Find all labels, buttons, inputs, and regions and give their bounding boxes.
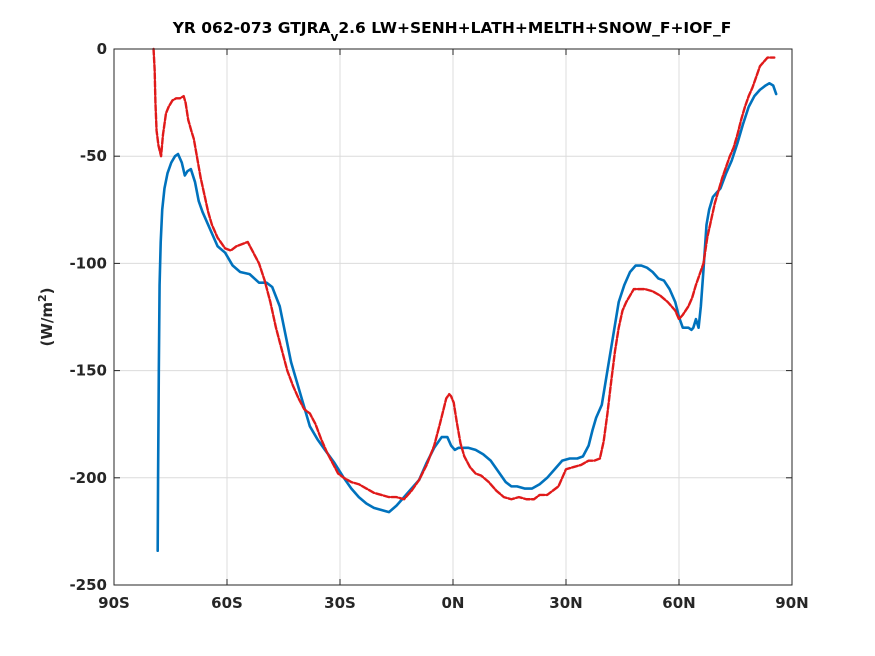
y-tick-label: -100 — [69, 254, 107, 272]
chart-title: YR 062-073 GTJRAv2.6 LW+SENH+LATH+MELTH+… — [172, 19, 732, 44]
grid-lines — [114, 49, 792, 585]
y-tick-label: -150 — [69, 362, 107, 380]
y-tick-label: -50 — [80, 147, 107, 165]
tick-marks — [113, 48, 793, 586]
x-tick-label: 30N — [549, 594, 582, 612]
y-tick-label: -250 — [69, 576, 107, 594]
x-tick-label: 30S — [324, 594, 356, 612]
y-tick-label: 0 — [97, 40, 107, 58]
x-tick-label: 90S — [98, 594, 130, 612]
x-tick-label: 60S — [211, 594, 243, 612]
x-tick-label: 0N — [442, 594, 465, 612]
series-line-dashed — [152, 47, 776, 501]
x-tick-label: 60N — [662, 594, 695, 612]
series-lines — [152, 47, 778, 552]
y-tick-label: -200 — [69, 469, 107, 487]
y-axis-label: (W/m2) — [36, 287, 56, 346]
y-tick-labels: 0 -50 -100 -150 -200 -250 — [69, 40, 107, 594]
x-tick-label: 90N — [775, 594, 808, 612]
x-tick-labels: 90S 60S 30S 0N 30N 60N 90N — [98, 594, 809, 612]
series-line-solid — [156, 82, 778, 552]
